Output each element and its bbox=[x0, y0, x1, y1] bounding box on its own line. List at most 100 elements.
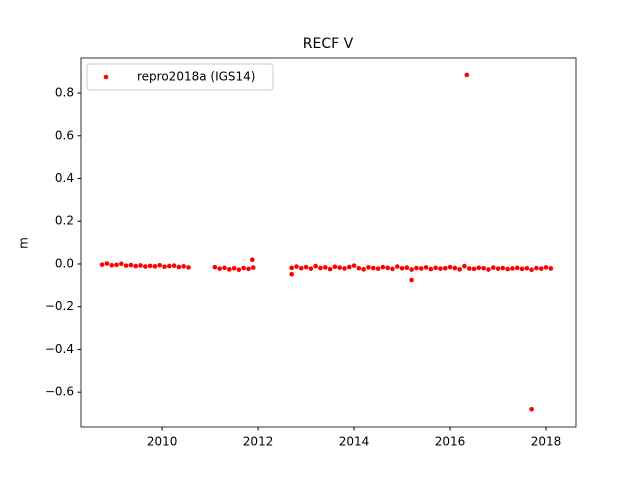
point bbox=[166, 263, 172, 269]
point bbox=[99, 262, 105, 267]
point bbox=[308, 266, 314, 271]
point bbox=[452, 265, 458, 271]
point bbox=[486, 267, 491, 272]
point bbox=[114, 262, 119, 268]
point bbox=[351, 263, 357, 268]
x-tick-label: 2014 bbox=[339, 435, 370, 449]
y-tick-label: −0.6 bbox=[45, 385, 74, 399]
point bbox=[133, 263, 139, 269]
point bbox=[366, 265, 371, 270]
point bbox=[471, 266, 477, 272]
point bbox=[423, 265, 429, 270]
point bbox=[138, 263, 143, 268]
point bbox=[289, 271, 294, 277]
point bbox=[490, 265, 496, 270]
point bbox=[529, 267, 534, 273]
point bbox=[313, 263, 318, 269]
point bbox=[241, 265, 246, 271]
point bbox=[462, 263, 467, 269]
point bbox=[534, 265, 539, 271]
point bbox=[505, 266, 510, 272]
point bbox=[327, 266, 333, 272]
point bbox=[519, 266, 525, 272]
point bbox=[222, 265, 227, 271]
point bbox=[250, 265, 256, 270]
point bbox=[457, 267, 462, 272]
point bbox=[529, 406, 534, 412]
point bbox=[433, 265, 438, 271]
point bbox=[186, 265, 191, 270]
point bbox=[104, 261, 110, 266]
point bbox=[119, 261, 124, 267]
point bbox=[538, 266, 544, 271]
point bbox=[466, 266, 472, 271]
point bbox=[370, 265, 376, 271]
y-tick-label: 0.2 bbox=[55, 214, 74, 228]
y-tick-label: −0.2 bbox=[45, 299, 74, 313]
point bbox=[346, 264, 352, 270]
point bbox=[409, 267, 414, 272]
point bbox=[157, 262, 163, 268]
point bbox=[171, 263, 177, 268]
point bbox=[342, 266, 347, 271]
point bbox=[514, 265, 520, 271]
x-tick-label: 2010 bbox=[147, 435, 178, 449]
point bbox=[394, 264, 400, 269]
point bbox=[510, 266, 515, 271]
point bbox=[390, 266, 395, 272]
point bbox=[250, 257, 255, 263]
y-axis-label: m bbox=[17, 237, 31, 249]
point bbox=[361, 267, 366, 272]
legend-box bbox=[86, 63, 274, 91]
point bbox=[181, 264, 186, 269]
point bbox=[442, 265, 448, 271]
point bbox=[438, 266, 443, 271]
point bbox=[524, 265, 530, 271]
point bbox=[322, 265, 328, 270]
point bbox=[476, 265, 482, 271]
y-tick-label: −0.4 bbox=[45, 342, 74, 356]
point bbox=[176, 264, 182, 270]
point bbox=[231, 265, 237, 271]
point bbox=[303, 264, 309, 270]
point bbox=[123, 263, 129, 268]
point bbox=[147, 263, 153, 269]
point bbox=[226, 267, 232, 272]
point bbox=[380, 264, 386, 270]
legend-marker bbox=[103, 74, 109, 80]
point bbox=[152, 264, 158, 269]
point bbox=[414, 265, 419, 271]
point bbox=[289, 265, 294, 271]
point bbox=[318, 265, 323, 271]
x-tick-label: 2012 bbox=[243, 435, 274, 449]
point bbox=[356, 265, 362, 271]
legend-label: repro2018a (IGS14) bbox=[137, 70, 255, 84]
point bbox=[298, 265, 304, 271]
point bbox=[481, 265, 486, 271]
point bbox=[385, 265, 390, 271]
point bbox=[294, 264, 299, 269]
point bbox=[409, 277, 414, 283]
point bbox=[332, 264, 338, 270]
point bbox=[337, 265, 342, 270]
point bbox=[428, 266, 434, 272]
point bbox=[143, 264, 148, 269]
point bbox=[109, 262, 115, 268]
plot-frame bbox=[80, 57, 577, 428]
x-tick-label: 2016 bbox=[435, 435, 466, 449]
point bbox=[236, 267, 242, 273]
y-tick-label: 0.6 bbox=[55, 128, 74, 142]
y-tick-label: 0.8 bbox=[55, 86, 74, 100]
point bbox=[375, 266, 381, 271]
point bbox=[128, 262, 134, 268]
point bbox=[418, 266, 424, 271]
y-tick-label: 0.0 bbox=[55, 256, 74, 270]
point bbox=[464, 72, 470, 78]
point bbox=[500, 265, 506, 271]
point bbox=[399, 265, 405, 271]
point bbox=[548, 266, 554, 271]
point bbox=[543, 265, 549, 270]
point bbox=[495, 266, 501, 271]
point bbox=[246, 266, 251, 272]
